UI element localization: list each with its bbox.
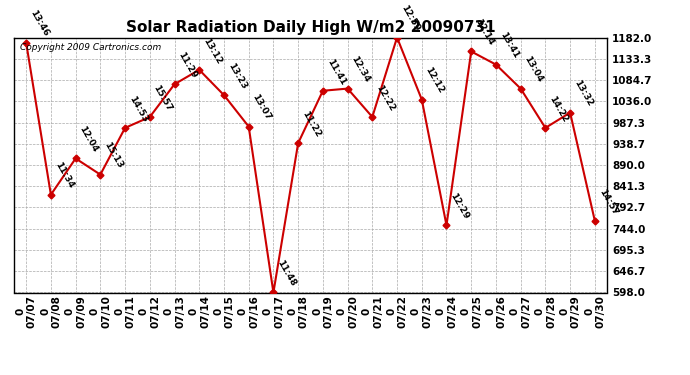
Text: 13:46: 13:46: [28, 9, 50, 38]
Text: 11:34: 11:34: [53, 161, 75, 190]
Text: 12:12: 12:12: [424, 66, 446, 95]
Text: 13:23: 13:23: [226, 62, 248, 91]
Text: 12:29: 12:29: [448, 192, 471, 221]
Text: 15:13: 15:13: [102, 141, 124, 170]
Text: 13:04: 13:04: [522, 55, 544, 84]
Text: 12:14: 12:14: [473, 18, 495, 47]
Text: 11:48: 11:48: [275, 259, 297, 288]
Text: 12:22: 12:22: [374, 83, 396, 112]
Text: 12:34: 12:34: [350, 55, 372, 84]
Text: 14:22: 14:22: [547, 94, 569, 123]
Text: 13:41: 13:41: [498, 31, 520, 60]
Text: 13:12: 13:12: [201, 36, 224, 66]
Text: 12:59: 12:59: [399, 4, 421, 33]
Text: 14:57: 14:57: [597, 187, 619, 216]
Text: 13:07: 13:07: [250, 93, 273, 122]
Text: 11:41: 11:41: [325, 57, 347, 86]
Text: 11:29: 11:29: [177, 51, 199, 80]
Text: 12:04: 12:04: [77, 125, 99, 154]
Title: Solar Radiation Daily High W/m2 20090731: Solar Radiation Daily High W/m2 20090731: [126, 20, 495, 35]
Text: Copyright 2009 Cartronics.com: Copyright 2009 Cartronics.com: [20, 43, 161, 52]
Text: 11:22: 11:22: [300, 110, 322, 139]
Text: 15:57: 15:57: [152, 83, 174, 112]
Text: 14:53: 14:53: [127, 94, 149, 123]
Text: 13:32: 13:32: [572, 79, 594, 108]
